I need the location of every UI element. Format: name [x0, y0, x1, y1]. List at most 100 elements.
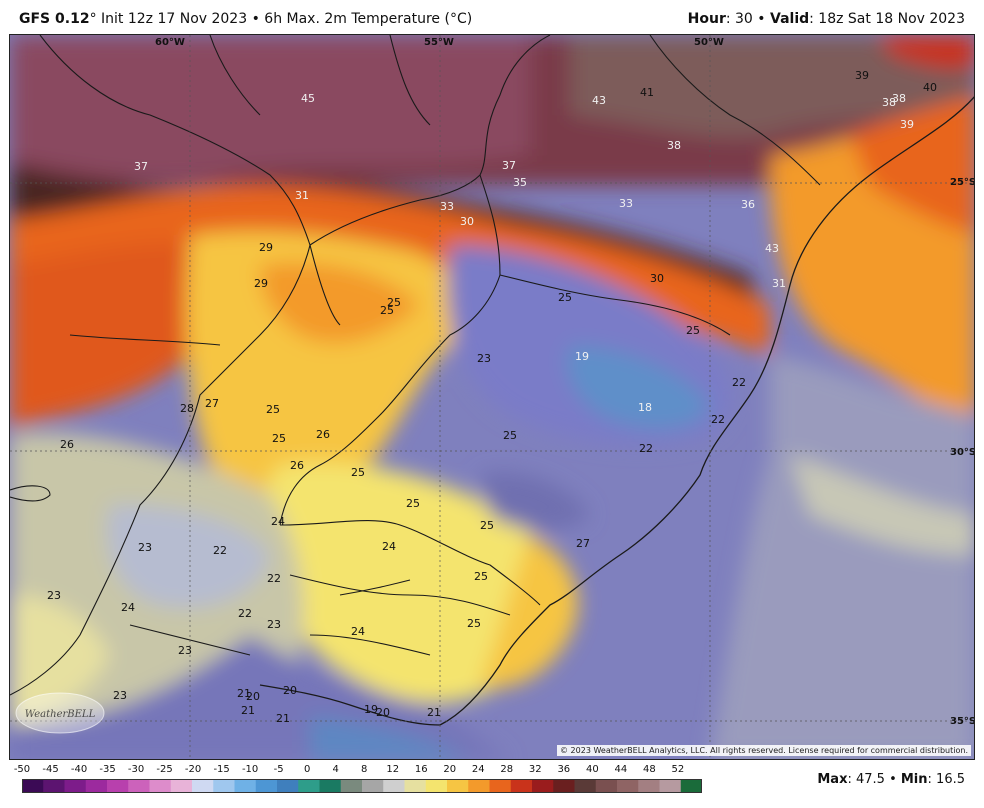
- temp-label: 20: [283, 684, 297, 697]
- temp-label: 25: [351, 466, 365, 479]
- min-label: Min: [900, 772, 928, 787]
- temp-label: 25: [474, 570, 488, 583]
- temp-label: 23: [138, 541, 152, 554]
- init-description: Init 12z 17 Nov 2023 • 6h Max. 2m Temper…: [96, 11, 473, 27]
- temp-label: 23: [113, 689, 127, 702]
- temp-label: 22: [732, 376, 746, 389]
- colorbar-tick: 32: [528, 764, 542, 775]
- temp-label: 19: [364, 703, 378, 716]
- colorbar-swatch: [170, 779, 193, 793]
- temp-label: 25: [558, 291, 572, 304]
- colorbar-tick: -5: [273, 764, 284, 775]
- temp-label: 31: [295, 189, 309, 202]
- colorbar-tick: -25: [156, 764, 173, 775]
- hour-value: : 30 •: [725, 11, 770, 27]
- colorbar-tick: 36: [557, 764, 571, 775]
- colorbar-tick: 44: [614, 764, 628, 775]
- lat-label: 35°S: [950, 716, 975, 727]
- temp-label: 23: [477, 352, 491, 365]
- colorbar-swatch: [64, 779, 87, 793]
- temp-label: 24: [351, 625, 365, 638]
- colorbar-tick-labels: -50 -45 -40 -35 -30 -25 -20 -15 -10 -5 0 4 8 12 16 20 24…: [0, 764, 720, 778]
- forecast-valid-time: Hour: 30 • Valid: 18z Sat 18 Nov 2023: [688, 11, 965, 27]
- temp-label: 24: [121, 601, 135, 614]
- colorbar-swatches: [22, 779, 703, 793]
- temp-label: 23: [47, 589, 61, 602]
- temp-label: 26: [60, 438, 74, 451]
- colorbar-swatch: [595, 779, 618, 793]
- colorbar-tick: 28: [500, 764, 514, 775]
- colorbar-swatch: [85, 779, 108, 793]
- lon-label: 60°W: [155, 37, 185, 48]
- max-label: Max: [817, 772, 848, 787]
- max-value: : 47.5 •: [847, 772, 901, 787]
- temperature-map[interactable]: 60°W 55°W 50°W 25°S 30°S 35°S 45 43 41 3…: [9, 34, 975, 760]
- colorbar-swatch: [107, 779, 129, 793]
- degree-sign: °: [89, 11, 97, 27]
- colorbar-tick: 48: [642, 764, 656, 775]
- temp-label: 38: [892, 92, 906, 105]
- map-canvas: 60°W 55°W 50°W 25°S 30°S 35°S 45 43 41 3…: [10, 35, 975, 759]
- temp-label: 40: [923, 81, 937, 94]
- colorbar-swatch: [447, 779, 469, 793]
- temperature-colorbar: [22, 778, 703, 793]
- temp-label: 30: [460, 215, 474, 228]
- temp-label: 28: [180, 402, 194, 415]
- colorbar-swatch: [489, 779, 512, 793]
- colorbar-tick: -45: [42, 764, 59, 775]
- colorbar-swatch: [277, 779, 299, 793]
- temp-label: 27: [205, 397, 219, 410]
- temp-label: 35: [513, 176, 527, 189]
- map-header: GFS 0.12° Init 12z 17 Nov 2023 • 6h Max.…: [0, 0, 984, 34]
- temp-label: 25: [406, 497, 420, 510]
- temp-label: 27: [576, 537, 590, 550]
- temp-label: 20: [246, 690, 260, 703]
- temp-label: 25: [467, 617, 481, 630]
- colorbar-swatch: [149, 779, 172, 793]
- hour-label: Hour: [687, 11, 726, 27]
- colorbar-tick: 40: [585, 764, 599, 775]
- colorbar-tick: -15: [213, 764, 230, 775]
- coastline: [259, 96, 974, 726]
- temp-label: 22: [213, 544, 227, 557]
- temp-label: 24: [271, 515, 285, 528]
- colorbar-swatch: [192, 779, 214, 793]
- colorbar-swatch: [404, 779, 427, 793]
- colorbar-tick: 12: [386, 764, 400, 775]
- colorbar-swatch: [553, 779, 575, 793]
- colorbar-tick: -40: [70, 764, 88, 775]
- max-min-stats: Max: 47.5 • Min: 16.5: [817, 772, 965, 787]
- temp-label: 33: [619, 197, 633, 210]
- colorbar-tick: 8: [361, 764, 368, 775]
- colorbar-swatch: [319, 779, 342, 793]
- colorbar-swatch: [213, 779, 235, 793]
- colorbar-swatch: [532, 779, 554, 793]
- colorbar-tick: -10: [241, 764, 259, 775]
- temp-label: 33: [440, 200, 454, 213]
- temp-label: 25: [503, 429, 517, 442]
- temp-label: 19: [575, 350, 589, 363]
- colorbar-tick: -50: [13, 764, 31, 775]
- temp-label: 22: [711, 413, 725, 426]
- colorbar-swatch: [362, 779, 384, 793]
- temp-label: 26: [316, 428, 330, 441]
- map-title: GFS 0.12° Init 12z 17 Nov 2023 • 6h Max.…: [19, 11, 472, 27]
- temp-label: 18: [638, 401, 652, 414]
- temp-label: 22: [238, 607, 252, 620]
- colorbar-swatch: [425, 779, 448, 793]
- temp-label: 36: [741, 198, 755, 211]
- colorbar-tick: 24: [471, 764, 485, 775]
- temp-label: 23: [178, 644, 192, 657]
- temp-label: 25: [480, 519, 494, 532]
- copyright-notice: © 2023 WeatherBELL Analytics, LLC. All r…: [557, 745, 971, 756]
- temp-label: 24: [382, 540, 396, 553]
- temp-label: 26: [290, 459, 304, 472]
- logo-text: WeatherBELL: [25, 709, 96, 720]
- temp-label: 29: [254, 277, 268, 290]
- weatherbell-logo: WeatherBELL: [14, 691, 106, 735]
- temp-label: 25: [380, 304, 394, 317]
- colorbar-tick: 0: [303, 764, 311, 775]
- lon-label: 55°W: [424, 37, 454, 48]
- temp-label: 37: [134, 160, 148, 173]
- temp-label: 21: [241, 704, 255, 717]
